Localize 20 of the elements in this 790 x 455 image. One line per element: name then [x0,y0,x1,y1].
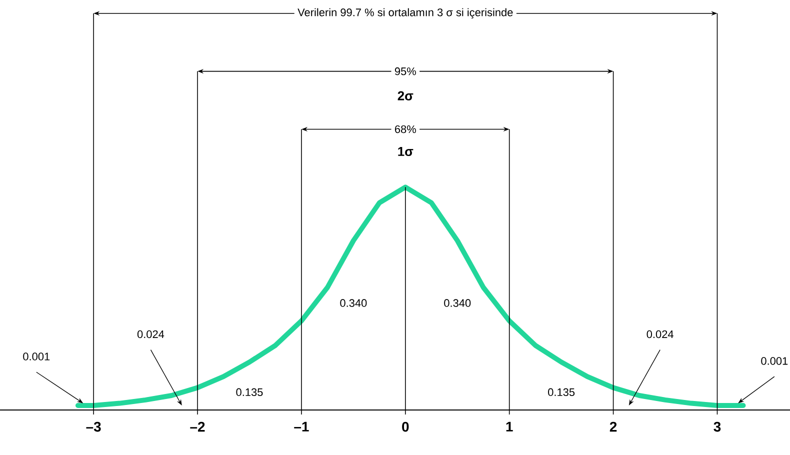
annotation: 0.135 [548,388,575,396]
x-tick-label: –1 [294,422,309,432]
text: Verilerin 99.7 % si ortalamın 3 σ si içerisinde [298,8,513,18]
text: 95% [394,67,416,76]
x-tick-label: 1 [506,422,513,432]
annotation: 0.001 [761,357,788,365]
x-tick-label: 2 [610,422,617,432]
text: 1σ [398,146,414,156]
annotation: 0.340 [444,299,471,307]
x-tick-label: –2 [190,422,205,432]
annotation: 0.024 [646,330,674,338]
annotation: 0.024 [137,330,164,338]
annotation: 0.135 [236,388,263,396]
text: 2σ [398,91,414,100]
x-tick-label: –3 [86,422,101,432]
annotation: 0.340 [340,299,367,307]
x-tick-label: 3 [714,422,721,432]
annotation: 0.001 [23,352,50,360]
x-tick-label: 0 [402,422,409,432]
text: 68% [394,125,416,134]
